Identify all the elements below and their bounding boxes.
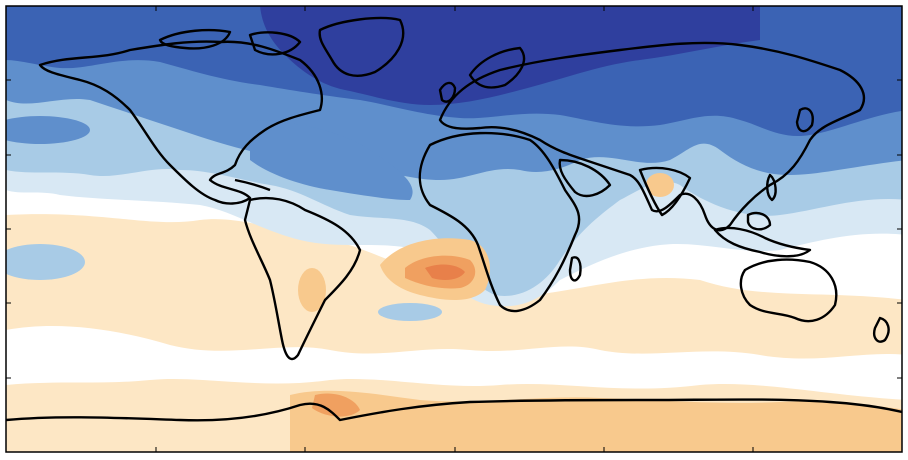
field-deep-orange-atlantic [425,264,465,280]
map-border [5,5,903,453]
coast-madagascar [568,256,582,282]
field-orange-antarctica [312,393,360,417]
coast-indonesia [713,226,812,258]
field-mid-blue-atlantic [250,120,413,200]
field-deep-blue [260,6,760,105]
coast-arabia [558,158,612,198]
field-white-south [6,326,902,400]
field-light-orange-antarctica [290,390,902,452]
coast-borneo [746,211,772,231]
field-light-orange-india [646,173,674,197]
contour-fields [6,6,902,452]
coastlines [6,16,902,422]
coast-uk [438,81,457,103]
coast-north-america [38,40,323,205]
coast-africa [418,131,581,313]
coast-baffin [248,31,302,56]
field-light-blue-patch-1 [6,244,85,280]
coast-arctic-islands [158,28,232,50]
coast-greenland [318,16,405,77]
coast-india [638,166,692,217]
coast-caribbean [234,178,271,192]
coast-new-zealand [873,316,890,343]
coast-eurasia [438,41,866,232]
frame-ticks [6,6,902,452]
field-mid-blue-pacific [6,116,90,144]
field-light-blue-patch-2 [378,303,442,321]
coast-japan [795,107,814,133]
coast-philippines [766,173,777,202]
field-light-orange-sa [298,268,326,312]
coast-south-america [243,196,362,361]
coast-scandinavia [468,46,526,89]
coast-australia [739,258,838,323]
coast-antarctica [6,398,902,422]
